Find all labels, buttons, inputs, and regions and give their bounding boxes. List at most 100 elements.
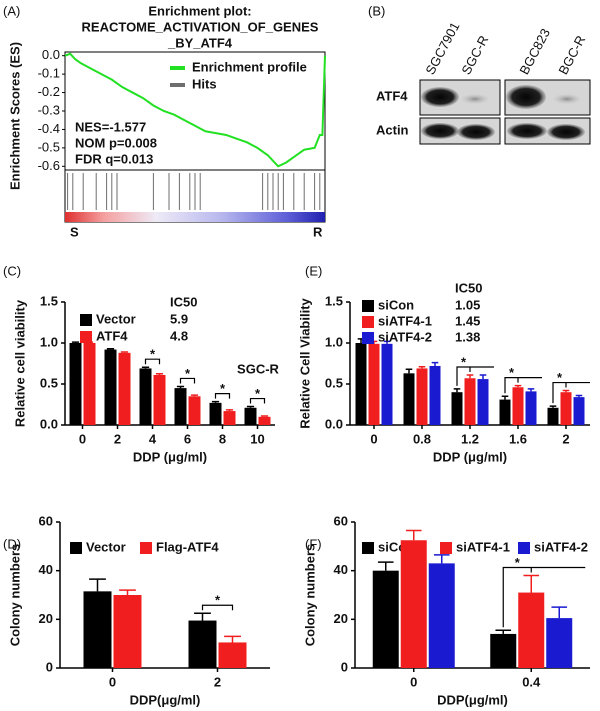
legend-label: Flag-ATF4 bbox=[156, 539, 219, 554]
error-bar bbox=[89, 578, 106, 592]
chart-title: REACTOME_ACTIVATION_OF_GENES bbox=[82, 19, 319, 34]
x-tick-label: 2 bbox=[214, 674, 221, 689]
bar bbox=[223, 411, 236, 425]
bar bbox=[188, 620, 217, 668]
x-tick-label: 0 bbox=[109, 674, 116, 689]
panel-label: (C) bbox=[3, 263, 21, 278]
y-tick-label: 0.0 bbox=[325, 416, 343, 431]
bar bbox=[400, 540, 427, 668]
row-label: ATF4 bbox=[376, 88, 408, 103]
annotation: NOM p=0.008 bbox=[75, 135, 157, 150]
bar bbox=[104, 349, 117, 425]
bar bbox=[490, 633, 517, 668]
bar bbox=[546, 618, 573, 668]
error-bar bbox=[551, 606, 568, 619]
enrichment-line bbox=[64, 52, 326, 168]
legend-label: Enrichment profile bbox=[192, 59, 307, 74]
error-bar bbox=[383, 340, 391, 344]
y-tick-label: 1.0 bbox=[40, 334, 58, 349]
y-tick-label: -0.1 bbox=[38, 66, 60, 81]
rank-end: R bbox=[313, 224, 323, 239]
significance-bracket bbox=[179, 377, 196, 384]
error-bar bbox=[575, 394, 583, 398]
x-tick-label: 8 bbox=[219, 431, 226, 446]
legend-swatch bbox=[440, 542, 452, 554]
bar bbox=[428, 563, 455, 668]
y-axis-label: Relative cell viability bbox=[12, 299, 27, 427]
legend-label: siATF4-2 bbox=[378, 329, 432, 344]
x-tick-label: 2 bbox=[114, 431, 121, 446]
bar bbox=[416, 368, 428, 425]
y-tick-label: 0 bbox=[341, 659, 348, 674]
error-bar bbox=[190, 394, 199, 397]
bar bbox=[139, 368, 152, 425]
y-tick-label: 40 bbox=[39, 562, 53, 577]
error-bar bbox=[466, 374, 474, 379]
bar bbox=[355, 343, 367, 425]
error-bar bbox=[501, 395, 509, 400]
bar bbox=[83, 343, 96, 425]
error-bar bbox=[514, 384, 522, 388]
x-tick-label: 1.6 bbox=[509, 431, 527, 446]
bar bbox=[113, 595, 142, 668]
error-bar bbox=[260, 415, 269, 417]
panel-label: (D) bbox=[3, 536, 21, 551]
ic50-value: 1.45 bbox=[455, 313, 480, 328]
bar bbox=[464, 378, 476, 425]
blot-band bbox=[461, 94, 489, 104]
significance-mark: * bbox=[220, 381, 226, 396]
significance-bracket bbox=[552, 381, 590, 404]
significance-mark: * bbox=[215, 593, 221, 608]
y-tick-label: -0.3 bbox=[38, 102, 60, 117]
error-bar bbox=[377, 561, 394, 571]
significance-mark: * bbox=[185, 366, 191, 381]
significance-mark: * bbox=[255, 386, 261, 401]
significance-mark: * bbox=[461, 354, 467, 369]
x-axis-label: DDP (μg/ml) bbox=[433, 449, 507, 464]
x-axis-label: DDP(μg/ml) bbox=[437, 692, 508, 707]
significance-mark: * bbox=[150, 347, 156, 362]
bar bbox=[118, 352, 131, 425]
bar bbox=[258, 416, 271, 425]
panel-label: (E) bbox=[305, 263, 322, 278]
blot-band bbox=[506, 85, 546, 109]
x-tick-label: 6 bbox=[184, 431, 191, 446]
x-tick-label: 1.2 bbox=[461, 431, 479, 446]
y-tick-label: 1.5 bbox=[325, 293, 343, 308]
error-bar bbox=[433, 554, 450, 564]
annotation: FDR q=0.013 bbox=[75, 151, 153, 166]
y-tick-label: 20 bbox=[334, 611, 348, 626]
y-tick-label: 20 bbox=[39, 611, 53, 626]
bar bbox=[83, 591, 112, 668]
x-tick-label: 4 bbox=[149, 431, 157, 446]
lane-label: SGC7901 bbox=[422, 20, 462, 77]
ic50-title: IC50 bbox=[455, 280, 482, 295]
legend-label: Vector bbox=[96, 311, 136, 326]
error-bar bbox=[120, 351, 129, 353]
bar bbox=[547, 407, 559, 425]
significance-mark: * bbox=[557, 370, 563, 385]
error-bar bbox=[141, 366, 150, 369]
error-bar bbox=[155, 373, 164, 375]
annotation: NES=-1.577 bbox=[75, 119, 146, 134]
y-tick-label: 60 bbox=[39, 513, 53, 528]
blot-band bbox=[457, 124, 495, 140]
error-bar bbox=[224, 635, 241, 643]
blot-band bbox=[421, 87, 459, 107]
ic50-value: 1.38 bbox=[455, 329, 480, 344]
y-axis-label: Colony numbers bbox=[7, 544, 22, 647]
error-bar bbox=[495, 629, 512, 634]
error-bar bbox=[453, 388, 461, 393]
significance-bracket bbox=[249, 397, 266, 404]
error-bar bbox=[405, 529, 422, 541]
bar bbox=[451, 392, 463, 425]
y-tick-label: 0.0 bbox=[42, 47, 60, 62]
bar bbox=[499, 399, 511, 425]
y-tick-label: 40 bbox=[334, 562, 348, 577]
y-tick-label: 1.0 bbox=[325, 334, 343, 349]
legend-swatch bbox=[80, 314, 92, 326]
error-bar bbox=[211, 400, 220, 403]
x-tick-label: 0 bbox=[79, 431, 86, 446]
bar bbox=[403, 373, 415, 425]
